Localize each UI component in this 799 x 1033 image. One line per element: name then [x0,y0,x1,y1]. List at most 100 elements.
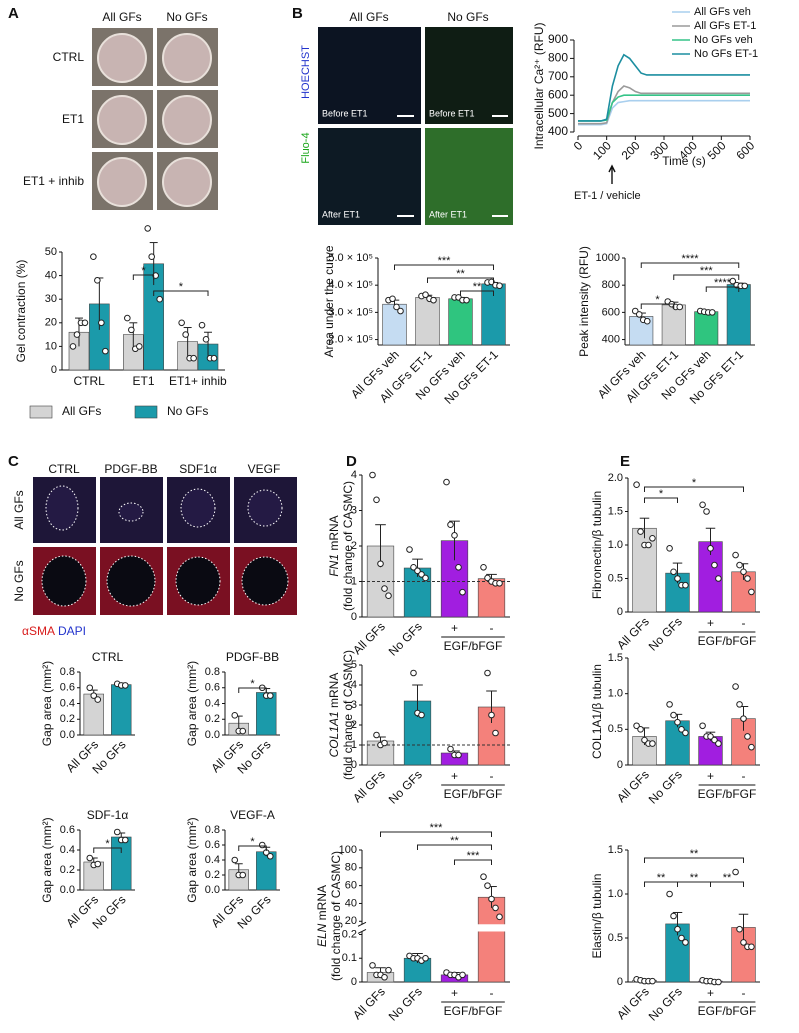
data-point [406,546,413,553]
column-label: All GFs [349,10,388,24]
group-label: EGF/bFGF [698,1004,757,1018]
y-axis-label: Gap area (mm²) [40,661,54,746]
y-tick-label: 0.2 [60,864,75,876]
data-point [369,471,376,479]
column-label: PDGF-BB [104,462,157,476]
x-tick-label: No GFs [646,614,685,653]
y-tick-label: 0 [617,606,623,618]
row-label: No GFs [12,560,26,601]
significance-bracket [394,264,494,270]
y-tick-label: 1.5 [608,844,623,856]
data-point [156,295,163,303]
data-point [715,575,722,582]
y-tick-label: 0.5 [608,572,623,584]
dish [97,157,147,207]
data-point [410,564,417,571]
data-point [732,551,739,559]
y-tick-label: 0.6 [205,682,220,694]
y-axis-label: Gap area (mm²) [40,817,54,902]
significance-label: ** [723,872,732,884]
y-tick-label: 1000 [596,252,620,264]
data-point [484,574,491,582]
y-axis-label: Elastin/β tubulin [590,874,604,959]
y-tick-label: 5 [351,659,357,671]
x-tick-label: + [451,986,458,1000]
x-tick-label: All GFs [614,614,652,652]
data-point [266,852,274,860]
x-tick-label: 600 [733,138,757,162]
data-point [670,568,677,576]
y-tick-label: 1 [351,739,357,751]
column-label: No GFs [166,10,207,24]
data-point [682,729,689,737]
y-tick-label: 0.0 [60,729,75,741]
data-point [703,508,710,515]
data-point [369,962,376,969]
significance-label: ** [473,281,482,293]
x-tick-label: No GFs [646,767,685,806]
data-point [699,501,706,509]
x-tick-label: - [490,769,494,783]
data-point [480,873,487,881]
x-tick-label: No GFs [386,619,425,658]
data-point [239,871,247,879]
data-point [148,253,155,261]
y-tick-label: 100 [339,844,357,856]
chart-title: CTRL [92,650,124,664]
data-point [86,684,94,692]
y-tick-label: 800 [602,279,620,291]
y-tick-label: 0.1 [342,952,357,964]
data-point [711,561,718,569]
data-point [81,319,89,327]
data-point [377,560,384,568]
data-point [488,711,495,719]
data-point [385,966,392,974]
x-tick-label: ET1+ inhib [169,374,227,388]
y-axis-label: Fibronectin/β tubulin [590,491,604,599]
y-tick-label: 3 [351,699,357,711]
gap-outline [180,488,216,528]
data-point [732,683,739,690]
x-tick-label: 200 [619,138,643,162]
significance-bracket [417,844,492,850]
significance-bracket [673,274,740,280]
group-label: EGF/bFGF [444,1004,503,1018]
data-point [69,343,77,350]
significance-label: ** [450,835,459,847]
data-point [381,973,388,981]
data-point [121,836,129,844]
significance-label: * [141,265,146,277]
data-point [94,696,102,703]
data-point [459,971,466,979]
data-point [492,729,499,737]
data-point [418,571,425,578]
significance-label: ** [657,872,666,884]
data-point [480,564,487,571]
row-label: All GFs [12,490,26,529]
legend-label: All GFs veh [694,6,751,18]
y-tick-label: 60 [345,880,357,892]
data-point [674,575,681,582]
bar [415,297,440,346]
significance-label: * [250,836,255,848]
y-axis-label-gene: FN1 [327,554,341,577]
data-point [633,481,640,489]
dish [97,33,147,83]
significance-bracket [710,881,744,887]
significance-label: *** [438,255,452,267]
data-line [578,99,750,126]
y-tick-label: 20 [45,317,57,329]
stain-label: DAPI [58,624,86,638]
micrograph [425,27,513,124]
bar [403,700,432,766]
y-tick-label: 2 [351,540,357,552]
x-tick-label: - [490,621,494,635]
significance-bracket [644,497,678,503]
image-caption: Before ET1 [322,108,368,118]
y-tick-label: 400 [548,124,568,138]
data-point [102,347,109,355]
significance-label: ** [456,268,465,280]
significance-bracket [238,687,267,693]
y-tick-label: 900 [548,32,568,46]
column-label: CTRL [48,462,80,476]
